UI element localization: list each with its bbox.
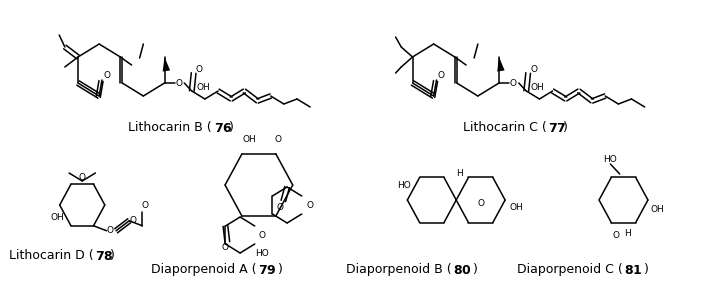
Text: Diaporpenoid B (: Diaporpenoid B ( (346, 263, 452, 276)
Text: O: O (79, 173, 86, 182)
Text: O: O (276, 203, 283, 212)
Text: Lithocarin D (: Lithocarin D ( (9, 249, 94, 262)
Text: ): ) (644, 263, 649, 276)
Text: $\mathbf{77}$: $\mathbf{77}$ (548, 122, 567, 134)
Text: O: O (130, 216, 137, 225)
Text: O: O (530, 65, 537, 74)
Text: $\mathbf{78}$: $\mathbf{78}$ (96, 249, 114, 262)
Text: HO: HO (255, 249, 269, 258)
Text: OH: OH (242, 134, 257, 143)
Text: H: H (457, 169, 464, 178)
Text: HO: HO (603, 155, 618, 164)
Text: $\mathbf{79}$: $\mathbf{79}$ (258, 263, 277, 276)
Text: ): ) (111, 249, 116, 262)
Text: ): ) (564, 122, 568, 134)
Text: O: O (613, 232, 620, 240)
Text: O: O (222, 244, 229, 253)
Text: O: O (437, 70, 445, 79)
Text: O: O (274, 134, 281, 143)
Text: Lithocarin B (: Lithocarin B ( (128, 122, 212, 134)
Text: $\mathbf{80}$: $\mathbf{80}$ (454, 263, 472, 276)
Text: Diaporpenoid C (: Diaporpenoid C ( (517, 263, 623, 276)
Text: H: H (624, 230, 630, 239)
Text: O: O (306, 200, 313, 210)
Text: ): ) (278, 263, 283, 276)
Text: O: O (104, 70, 110, 79)
Text: OH: OH (650, 205, 664, 214)
Text: O: O (107, 226, 114, 235)
Text: O: O (510, 79, 517, 88)
Text: OH: OH (51, 212, 65, 221)
Text: O: O (142, 201, 149, 210)
Text: ): ) (229, 122, 234, 134)
Text: $\mathbf{76}$: $\mathbf{76}$ (214, 122, 233, 134)
Text: O: O (196, 65, 203, 74)
Polygon shape (162, 57, 170, 72)
Text: OH: OH (530, 83, 545, 91)
Text: ): ) (473, 263, 478, 276)
Polygon shape (497, 57, 505, 72)
Text: Diaporpenoid A (: Diaporpenoid A ( (150, 263, 256, 276)
Text: $\mathbf{81}$: $\mathbf{81}$ (625, 263, 643, 276)
Text: O: O (477, 200, 484, 208)
Text: OH: OH (196, 83, 210, 91)
Text: O: O (258, 230, 265, 239)
Text: HO: HO (397, 182, 411, 191)
Text: Lithocarin C (: Lithocarin C ( (463, 122, 547, 134)
Text: O: O (175, 79, 182, 88)
Text: OH: OH (510, 203, 523, 212)
